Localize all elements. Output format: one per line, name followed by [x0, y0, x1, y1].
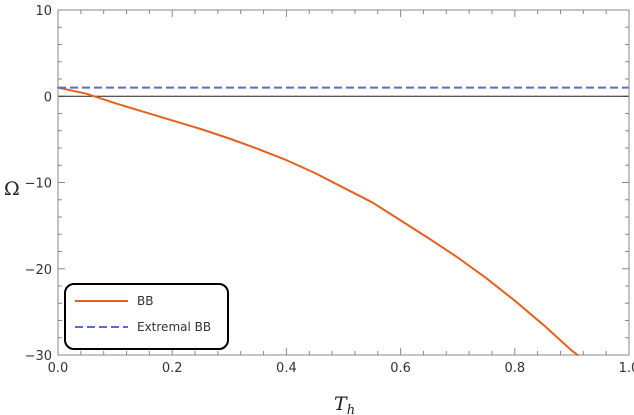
y-tick-label: 10: [35, 4, 52, 19]
series-line-bb: [57, 86, 579, 356]
legend-label-extremal-bb: Extremal BB: [137, 320, 211, 334]
x-axis-title: Th: [334, 393, 355, 415]
tick-labels: 0.0 0.2 0.4 0.6 0.8 1.0 10 0 −10 −20 −30: [25, 4, 634, 376]
y-tick-label: −20: [25, 263, 52, 278]
x-tick-label: 0.2: [162, 361, 183, 376]
y-tick-label: −10: [25, 177, 52, 192]
x-tick-label: 1.0: [619, 361, 634, 376]
legend: BB Extremal BB: [64, 283, 229, 350]
y-tick-label: 0: [44, 90, 52, 105]
series-layer: [57, 86, 629, 356]
y-axis-title: Ω: [4, 178, 20, 200]
legend-label-bb: BB: [137, 294, 153, 308]
plot-frame: [57, 9, 630, 356]
x-tick-label: 0.6: [390, 361, 411, 376]
y-tick-label: −30: [25, 349, 52, 364]
x-tick-label: 0.0: [48, 361, 69, 376]
x-tick-label: 0.8: [504, 361, 525, 376]
x-tick-label: 0.4: [276, 361, 297, 376]
